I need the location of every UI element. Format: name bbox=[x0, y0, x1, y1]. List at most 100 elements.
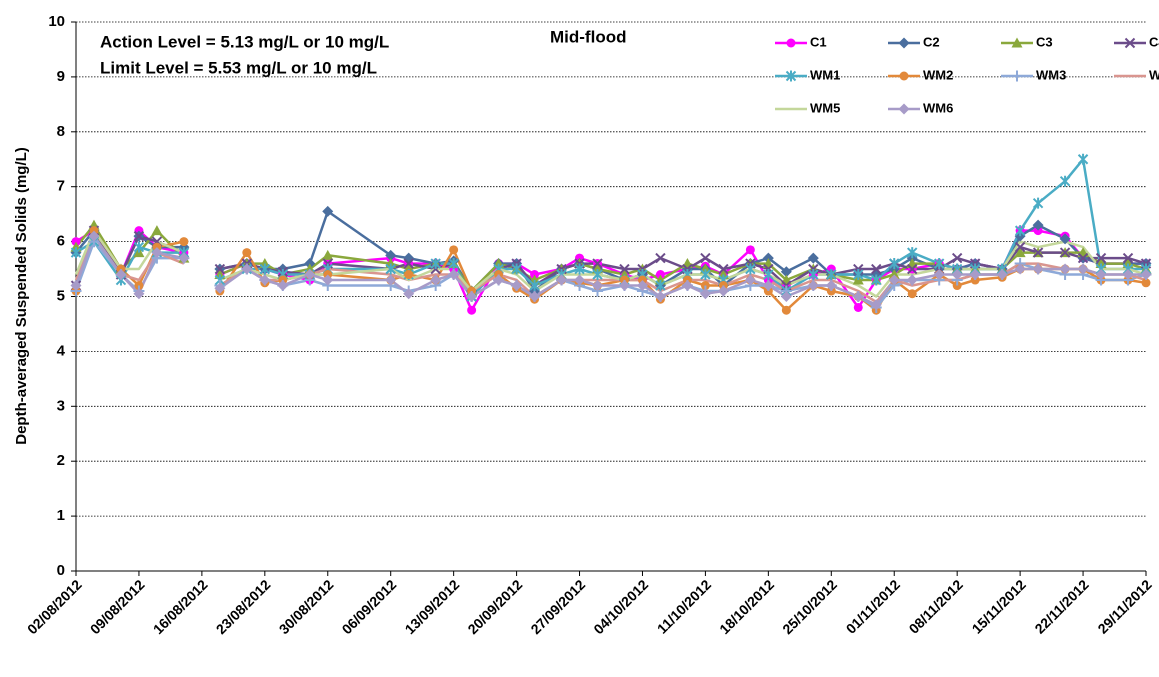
x-tick-label: 15/11/2012 bbox=[969, 576, 1029, 636]
marker bbox=[1032, 197, 1044, 209]
x-tick-label: 29/11/2012 bbox=[1094, 576, 1154, 636]
marker bbox=[574, 274, 586, 286]
x-tick-label: 09/08/2012 bbox=[87, 576, 148, 637]
y-tick-label: 2 bbox=[57, 452, 65, 469]
legend-label: WM5 bbox=[810, 100, 840, 115]
y-tick-label: 7 bbox=[57, 178, 65, 195]
x-tick-label: 04/10/2012 bbox=[590, 576, 651, 637]
y-tick-label: 1 bbox=[57, 507, 65, 524]
marker bbox=[556, 274, 568, 286]
marker bbox=[133, 241, 145, 253]
legend-label: C4 bbox=[1149, 34, 1159, 49]
marker bbox=[322, 205, 334, 217]
marker bbox=[322, 249, 334, 260]
x-tick-label: 01/11/2012 bbox=[843, 576, 903, 636]
x-tick-label: 08/11/2012 bbox=[906, 576, 966, 636]
marker bbox=[404, 270, 414, 280]
series-line bbox=[74, 229, 1147, 312]
marker bbox=[951, 269, 963, 281]
marker bbox=[763, 269, 774, 281]
marker bbox=[133, 288, 145, 300]
marker bbox=[618, 280, 630, 292]
legend-marker bbox=[1011, 37, 1023, 48]
marker bbox=[826, 269, 837, 281]
y-tick-label: 6 bbox=[57, 233, 65, 250]
marker bbox=[70, 280, 82, 292]
marker bbox=[700, 269, 711, 281]
marker bbox=[717, 285, 729, 297]
marker bbox=[780, 291, 792, 302]
marker bbox=[1095, 252, 1107, 264]
marker bbox=[241, 263, 253, 275]
legend-marker bbox=[898, 37, 910, 49]
marker bbox=[151, 225, 163, 236]
x-tick-label: 13/09/2012 bbox=[402, 576, 463, 637]
marker bbox=[1059, 233, 1071, 245]
marker bbox=[1059, 247, 1071, 258]
legend-label: WM3 bbox=[1036, 67, 1066, 82]
x-tick-label: 16/08/2012 bbox=[150, 576, 211, 637]
x-tick-label: 25/10/2012 bbox=[779, 576, 840, 637]
marker bbox=[807, 252, 819, 264]
y-tick-label: 3 bbox=[57, 397, 65, 414]
marker bbox=[1014, 263, 1026, 275]
marker bbox=[654, 291, 666, 302]
marker bbox=[888, 274, 900, 286]
marker bbox=[1032, 219, 1044, 231]
y-tick-label: 4 bbox=[57, 342, 66, 359]
marker bbox=[467, 305, 477, 315]
marker bbox=[781, 305, 791, 315]
marker bbox=[88, 230, 100, 242]
marker bbox=[1014, 225, 1026, 237]
marker bbox=[825, 280, 837, 292]
marker bbox=[449, 245, 459, 255]
marker bbox=[385, 263, 396, 275]
annotation: Mid-flood bbox=[550, 27, 626, 46]
annotation: Limit Level = 5.53 mg/L or 10 mg/L bbox=[100, 58, 377, 77]
marker bbox=[933, 269, 945, 281]
marker bbox=[870, 299, 882, 311]
legend-label: WM6 bbox=[923, 100, 953, 115]
marker bbox=[214, 263, 226, 275]
marker bbox=[762, 280, 774, 292]
marker bbox=[744, 274, 756, 286]
marker bbox=[907, 289, 917, 299]
marker bbox=[511, 263, 522, 275]
marker bbox=[951, 252, 963, 264]
marker bbox=[133, 230, 145, 242]
marker bbox=[889, 258, 900, 270]
marker bbox=[808, 269, 819, 281]
marker bbox=[871, 263, 882, 275]
marker bbox=[592, 269, 603, 281]
marker bbox=[466, 291, 478, 302]
marker bbox=[1077, 153, 1089, 165]
marker bbox=[807, 280, 819, 292]
marker bbox=[214, 282, 226, 294]
marker bbox=[529, 291, 541, 302]
y-tick-label: 8 bbox=[57, 123, 65, 140]
series-line bbox=[75, 229, 1146, 312]
marker bbox=[277, 280, 289, 292]
marker bbox=[745, 245, 755, 255]
x-tick-label: 02/08/2012 bbox=[24, 576, 85, 637]
marker bbox=[871, 274, 882, 286]
marker bbox=[1095, 269, 1107, 281]
marker bbox=[655, 280, 666, 292]
marker bbox=[70, 247, 82, 259]
legend-label: WM1 bbox=[810, 67, 840, 82]
legend-label: C3 bbox=[1036, 34, 1053, 49]
marker bbox=[853, 302, 863, 312]
marker bbox=[403, 288, 415, 300]
legend-marker bbox=[1124, 37, 1136, 49]
marker bbox=[1122, 252, 1134, 264]
marker bbox=[529, 280, 540, 292]
marker bbox=[780, 266, 792, 278]
marker bbox=[1059, 263, 1071, 275]
marker bbox=[178, 252, 190, 264]
marker bbox=[906, 274, 918, 286]
marker bbox=[636, 280, 648, 292]
marker bbox=[430, 258, 441, 270]
y-tick-label: 9 bbox=[57, 68, 65, 85]
legend-marker bbox=[899, 71, 909, 81]
y-tick-label: 10 bbox=[48, 13, 65, 30]
